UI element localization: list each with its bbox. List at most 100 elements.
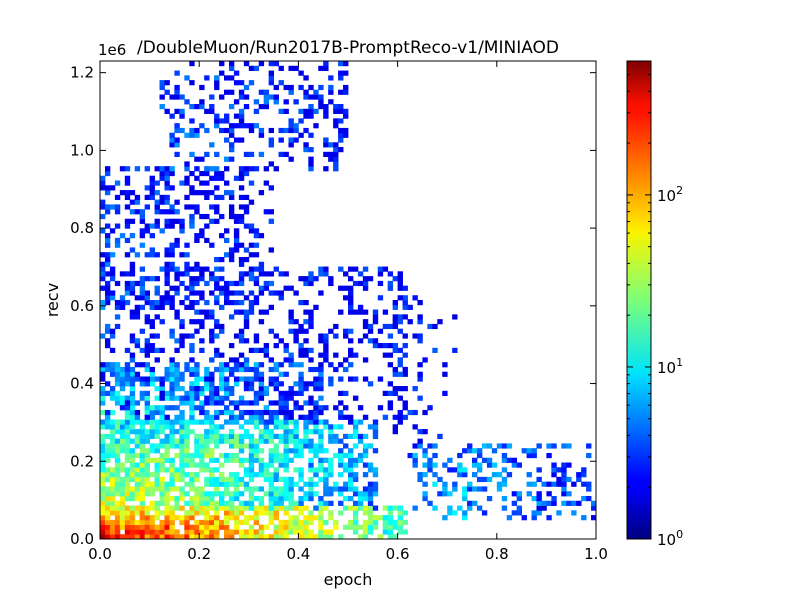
heatmap-cell [159,300,165,306]
heatmap-cell [382,414,389,420]
heatmap-cell [169,137,175,143]
heatmap-cell [561,472,567,478]
heatmap-cell [323,151,329,157]
heatmap-cell [288,433,294,440]
heatmap-cell [214,352,220,358]
y-tick-label: 1.0 [70,141,94,159]
heatmap-cell [228,500,235,506]
heatmap-cell [209,271,215,277]
heatmap-cell [273,381,279,387]
heatmap-cell [179,409,185,416]
heatmap-cell [238,457,245,463]
heatmap-cell [139,213,146,220]
heatmap-cell [392,276,398,282]
heatmap-cell [323,352,329,358]
heatmap-cell [184,266,190,272]
heatmap-cell [100,395,106,401]
heatmap-cell [144,429,150,435]
heatmap-cell [164,300,170,306]
heatmap-cell [159,510,165,516]
heatmap-cell [258,524,265,530]
heatmap-cell [204,127,210,134]
heatmap-cell [228,357,235,363]
heatmap-cell [328,529,334,535]
heatmap-cell [169,519,175,526]
heatmap-cell [323,142,329,148]
heatmap-cell [149,419,155,425]
heatmap-cell [233,333,240,339]
heatmap-cell [233,213,240,220]
heatmap-cell [144,519,150,526]
heatmap-cell [308,438,314,444]
heatmap-cell [194,104,200,110]
heatmap-cell [293,433,299,440]
heatmap-cell [104,237,111,244]
heatmap-cell [422,462,428,468]
heatmap-cell [164,529,170,535]
heatmap-cell [308,104,314,110]
heatmap-cell [248,266,255,272]
heatmap-cell [288,448,294,454]
heatmap-cell [129,280,136,287]
heatmap-cell [179,319,185,325]
heatmap-cell [238,118,245,124]
heatmap-cell [427,457,433,463]
heatmap-cell [129,529,136,535]
heatmap-cell [228,213,235,220]
heatmap-cell [124,190,131,196]
heatmap-cell [219,194,225,201]
heatmap-cell [194,472,200,478]
heatmap-cell [338,424,344,430]
heatmap-cell [273,343,279,349]
heatmap-cell [174,151,180,157]
heatmap-cell [293,452,299,459]
heatmap-cell [313,443,319,449]
heatmap-cell [114,438,121,444]
heatmap-cell [149,472,155,478]
heatmap-cell [134,467,141,473]
heatmap-cell [139,429,146,435]
heatmap-cell [283,510,289,516]
heatmap-cell [124,376,131,382]
heatmap-cell [268,137,274,143]
heatmap-cell [134,495,141,502]
heatmap-cell [283,400,289,406]
heatmap-cell [457,452,463,459]
heatmap-cell [566,443,572,449]
heatmap-cell [114,529,121,535]
heatmap-cell [243,472,250,478]
heatmap-cell [233,452,240,459]
heatmap-cell [283,457,289,463]
heatmap-cell [114,519,121,526]
heatmap-cell [377,271,384,277]
heatmap-cell [293,333,299,339]
heatmap-cell [214,175,220,181]
heatmap-cell [308,495,314,502]
heatmap-cell [362,519,369,526]
heatmap-cell [228,314,235,320]
heatmap-cell [372,505,379,511]
heatmap-cell [476,462,483,468]
heatmap-cell [343,132,349,138]
heatmap-cell [129,519,136,526]
heatmap-cell [318,419,324,425]
heatmap-cell [298,371,304,377]
heatmap-cell [233,486,240,492]
heatmap-cell [139,486,146,492]
heatmap-cell [109,448,116,454]
heatmap-cell [219,323,225,330]
heatmap-cell [278,452,284,459]
heatmap-cell [328,151,334,157]
heatmap-cell [273,500,279,506]
heatmap-cell [308,161,314,167]
heatmap-cell [258,376,265,382]
heatmap-cell [253,65,260,71]
heatmap-cell [144,515,150,521]
heatmap-cell [209,529,215,535]
heatmap-cell [224,405,230,411]
heatmap-cell [134,414,141,420]
heatmap-cell [263,285,270,291]
heatmap-cell [238,409,245,416]
heatmap-cell [149,366,155,373]
heatmap-cell [303,400,309,406]
